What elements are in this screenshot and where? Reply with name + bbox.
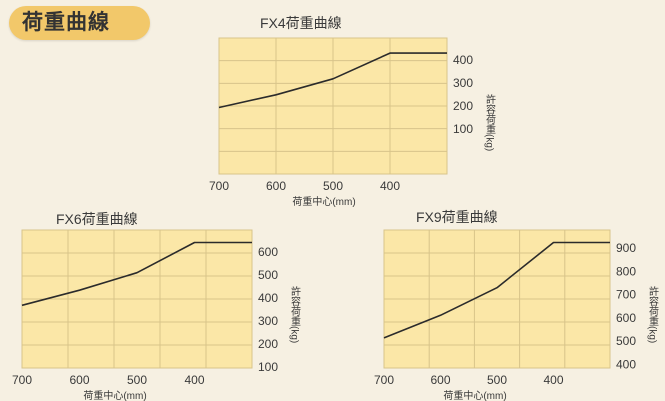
- chart-3-title: FX9荷重曲線: [416, 209, 498, 225]
- chart-2-y-tick: 300: [258, 314, 278, 328]
- chart-2-y-tick: 600: [258, 245, 278, 259]
- chart-1-y-label: 許容荷重(kg): [484, 93, 496, 151]
- chart-2-title: FX6荷重曲線: [56, 211, 138, 227]
- title-badge: [9, 6, 150, 40]
- chart-1-y-tick: 300: [453, 76, 473, 90]
- chart-3-x-tick: 500: [487, 373, 507, 387]
- chart-3-y-tick: 800: [616, 264, 636, 278]
- chart-3-y-tick: 600: [616, 311, 636, 325]
- chart-2-curve: [21, 241, 252, 307]
- chart-2-y-tick: 500: [258, 268, 278, 282]
- chart-1-x-label: 荷重中心(mm): [292, 195, 355, 208]
- chart-1-title: FX4荷重曲線: [260, 15, 342, 31]
- chart-3-y-tick: 500: [616, 334, 636, 348]
- chart-2-x-tick: 600: [69, 373, 89, 387]
- chart-2-x-tick: 700: [12, 373, 32, 387]
- page-title: 荷重曲線: [22, 11, 110, 34]
- chart-1-x-tick: 400: [380, 179, 400, 193]
- chart-3-y-label: 許容荷重(kg): [647, 285, 659, 343]
- chart-2-y-tick: 400: [258, 291, 278, 305]
- chart-2-x-tick: 400: [184, 373, 204, 387]
- chart-3-y-tick: 700: [616, 288, 636, 302]
- chart-3-curve: [383, 241, 610, 339]
- chart-1-y-tick: 200: [453, 99, 473, 113]
- chart-2-y-tick: 100: [258, 360, 278, 374]
- chart-2-y-label: 許容荷重(kg): [289, 285, 301, 343]
- chart-3-x-label: 荷重中心(mm): [443, 389, 506, 401]
- chart-1-x-tick: 600: [266, 179, 286, 193]
- chart-3-y-tick: 400: [616, 358, 636, 372]
- chart-2-x-tick: 500: [127, 373, 147, 387]
- chart-3-x-tick: 600: [430, 373, 450, 387]
- chart-1-x-tick: 700: [209, 179, 229, 193]
- chart-1-curve: [218, 52, 447, 109]
- chart-2-y-tick: 200: [258, 337, 278, 351]
- chart-2-x-label: 荷重中心(mm): [83, 389, 146, 401]
- chart-3-x-tick: 400: [543, 373, 563, 387]
- chart-1-y-tick: 100: [453, 122, 473, 136]
- chart-1-y-tick: 400: [453, 53, 473, 67]
- chart-1-x-tick: 500: [323, 179, 343, 193]
- chart-3-x-tick: 700: [374, 373, 394, 387]
- chart-3-y-tick: 900: [616, 241, 636, 255]
